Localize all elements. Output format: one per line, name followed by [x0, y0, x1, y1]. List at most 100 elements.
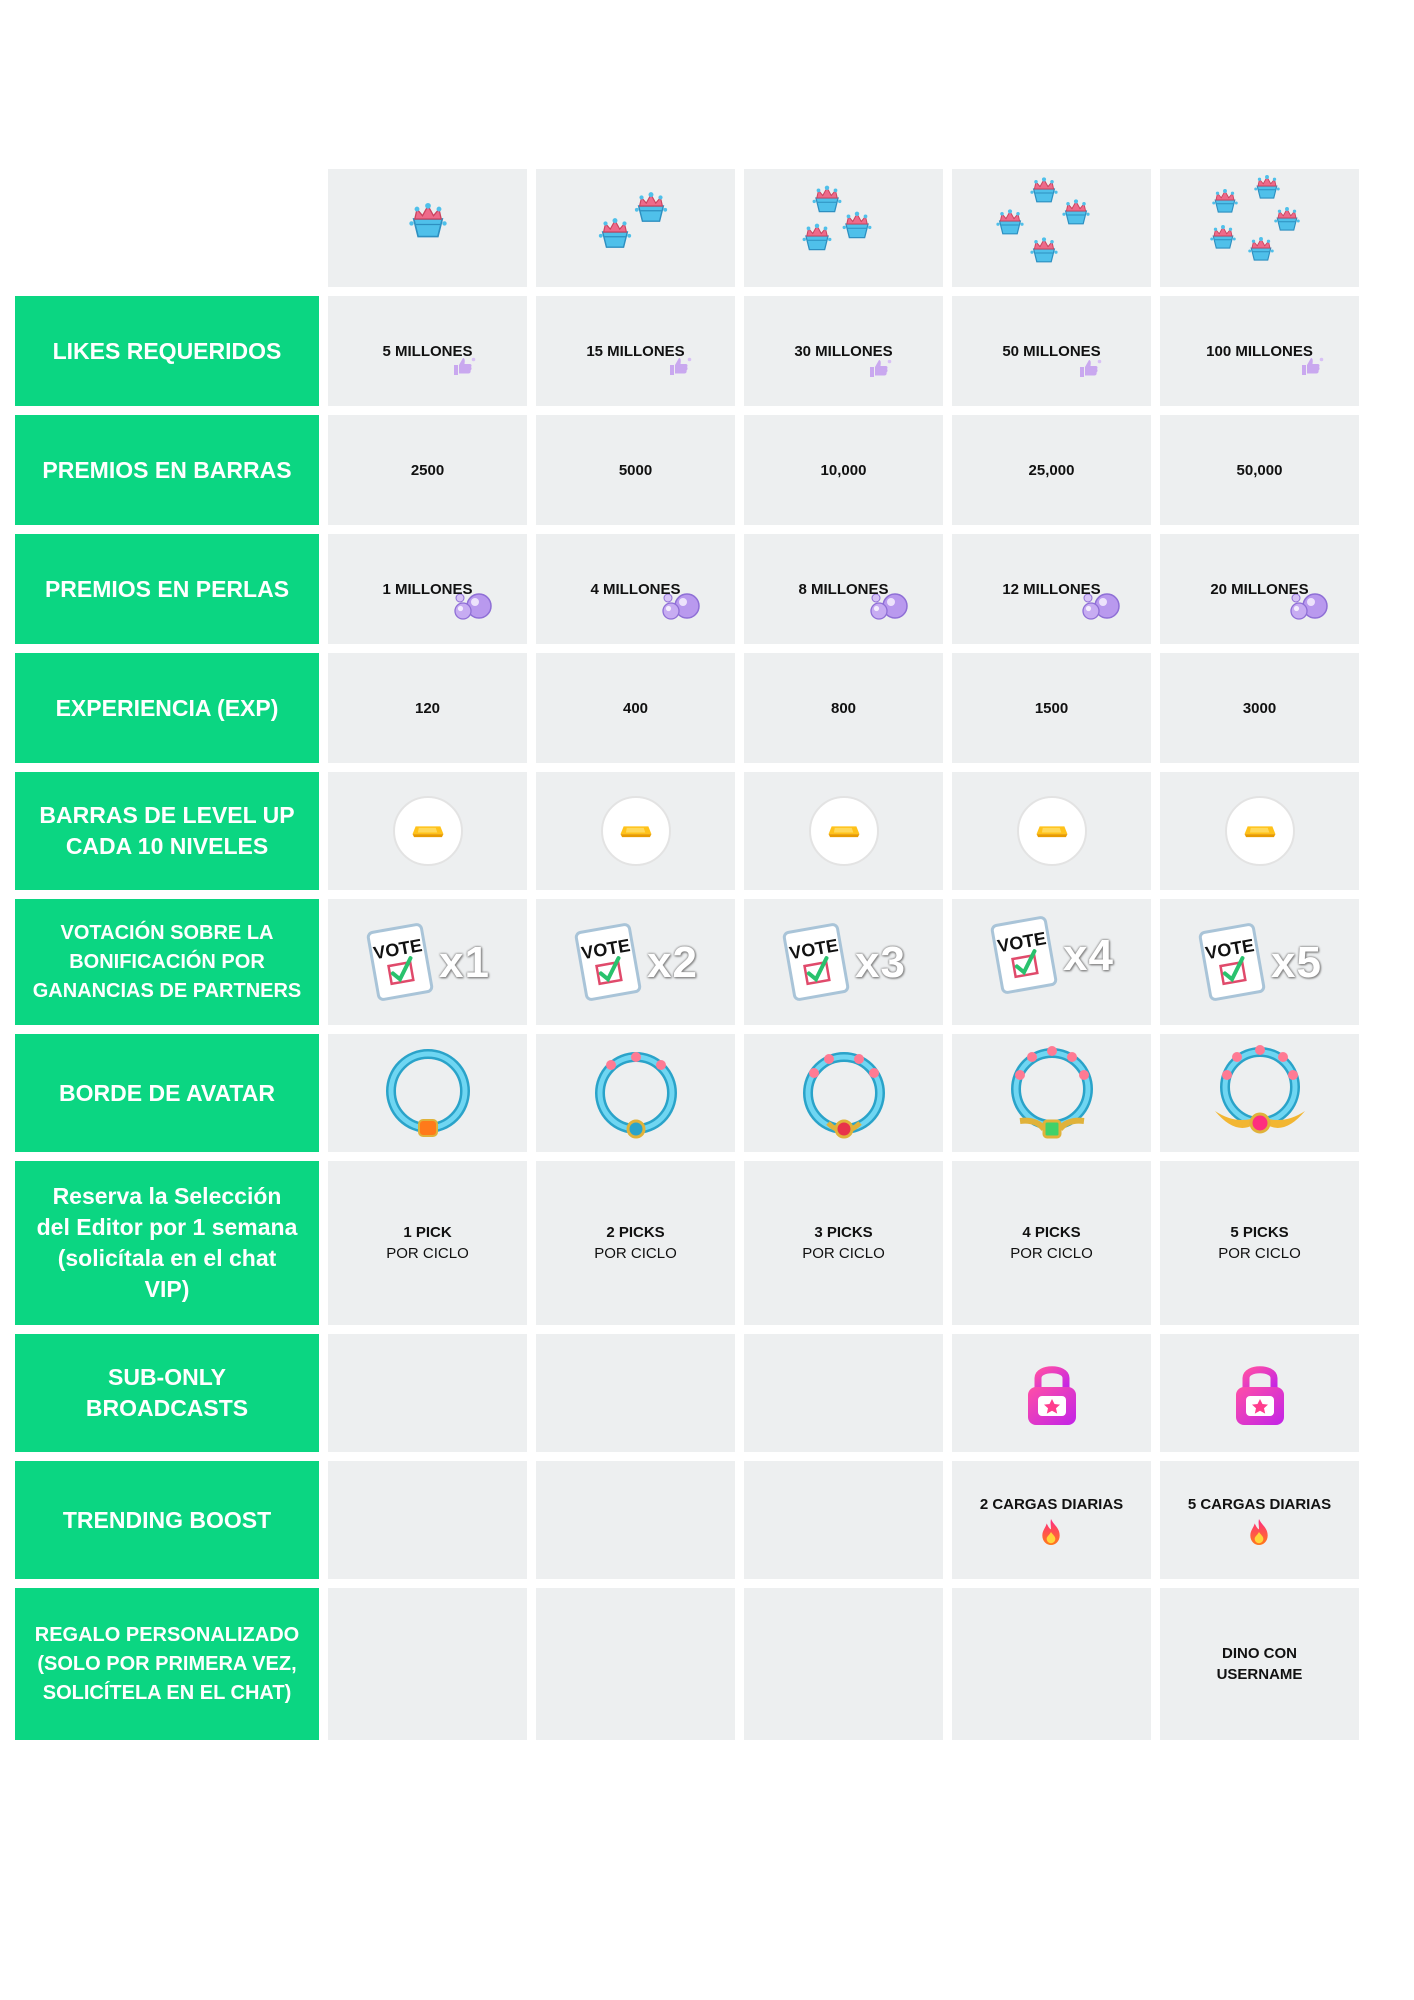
gold-bar-icon — [827, 823, 861, 839]
tier-1-header — [328, 169, 527, 287]
editor-cell-5: 5 PICKS POR CICLO — [1160, 1161, 1359, 1325]
label-editor-selection: Reserva la Selección del Editor por 1 se… — [15, 1161, 319, 1325]
subonly-cell-4 — [952, 1334, 1151, 1452]
vote-cell-1: x1 — [328, 899, 527, 1025]
tier-3-header — [744, 169, 943, 287]
gold-bar-badge — [1016, 796, 1087, 866]
levelup-cell-2 — [536, 772, 735, 890]
tier-4-header — [952, 169, 1151, 287]
bars-cell-4: 25,000 — [952, 415, 1151, 525]
avatar-frame-icon — [1010, 1046, 1093, 1139]
likes-cell-5: 100 MILLONES — [1160, 296, 1359, 406]
avatar-frame-icon — [385, 1049, 470, 1137]
exp-cell-1: 120 — [328, 653, 527, 763]
vote-card-icon — [989, 915, 1059, 995]
avatar-cell-5 — [1160, 1034, 1359, 1152]
editor-cell-1: 1 PICK POR CICLO — [328, 1161, 527, 1325]
exp-cell-5: 3000 — [1160, 653, 1359, 763]
gold-bar-icon — [411, 823, 445, 839]
lock-icon — [1022, 1359, 1082, 1427]
avatar-cell-1 — [328, 1034, 527, 1152]
gold-bar-badge — [392, 796, 463, 866]
exp-cell-2: 400 — [536, 653, 735, 763]
label-experience: EXPERIENCIA (EXP) — [15, 653, 319, 763]
trending-cell-1 — [328, 1461, 527, 1579]
corner-blank — [15, 169, 319, 287]
tier-5-header — [1160, 169, 1359, 287]
gold-bar-icon — [619, 823, 653, 839]
crown-basket-icon — [995, 176, 1091, 263]
avatar-frame-icon — [802, 1052, 885, 1139]
subonly-cell-2 — [536, 1334, 735, 1452]
gift-cell-5: DINO CON USERNAME — [1160, 1588, 1359, 1740]
subonly-cell-5 — [1160, 1334, 1359, 1452]
editor-cell-3: 3 PICKS POR CICLO — [744, 1161, 943, 1325]
crown-basket-icon — [801, 184, 873, 251]
trending-cell-2 — [536, 1461, 735, 1579]
vote-card-icon — [573, 922, 643, 1002]
subonly-cell-1 — [328, 1334, 527, 1452]
exp-cell-3: 800 — [744, 653, 943, 763]
crown-basket-icon — [1209, 174, 1301, 261]
likes-cell-1: 5 MILLONES — [328, 296, 527, 406]
levelup-cell-3 — [744, 772, 943, 890]
pearls-cell-1: 1 MILLONES — [328, 534, 527, 644]
editor-cell-2: 2 PICKS POR CICLO — [536, 1161, 735, 1325]
vote-cell-3: x3 — [744, 899, 943, 1025]
likes-cell-4: 50 MILLONES — [952, 296, 1151, 406]
bars-cell-2: 5000 — [536, 415, 735, 525]
levelup-cell-5 — [1160, 772, 1359, 890]
bars-cell-5: 50,000 — [1160, 415, 1359, 525]
label-avatar-border: BORDE DE AVATAR — [15, 1034, 319, 1152]
editor-cell-4: 4 PICKS POR CICLO — [952, 1161, 1151, 1325]
label-sub-only-broadcasts: SUB-ONLY BROADCASTS — [15, 1334, 319, 1452]
vote-cell-4: x4 — [952, 899, 1151, 1025]
gift-cell-1 — [328, 1588, 527, 1740]
label-bar-prizes: PREMIOS EN BARRAS — [15, 415, 319, 525]
avatar-frame-icon — [594, 1052, 677, 1139]
crown-basket-icon — [598, 191, 668, 248]
label-levelup-bars: BARRAS DE LEVEL UP CADA 10 NIVELES — [15, 772, 319, 890]
tier-2-header — [536, 169, 735, 287]
avatar-cell-2 — [536, 1034, 735, 1152]
fire-icon — [1246, 1517, 1272, 1547]
gold-bar-icon — [1243, 823, 1277, 839]
pearls-cell-5: 20 MILLONES — [1160, 534, 1359, 644]
gold-bar-icon — [1035, 823, 1069, 839]
subonly-cell-3 — [744, 1334, 943, 1452]
gold-bar-badge — [600, 796, 671, 866]
label-pearl-prizes: PREMIOS EN PERLAS — [15, 534, 319, 644]
gift-cell-3 — [744, 1588, 943, 1740]
trending-cell-5: 5 CARGAS DIARIAS — [1160, 1461, 1359, 1579]
label-trending-boost: TRENDING BOOST — [15, 1461, 319, 1579]
levelup-cell-4 — [952, 772, 1151, 890]
tiers-table: LIKES REQUERIDOS 5 MILLONES 15 MILLONES … — [15, 169, 1359, 1740]
likes-cell-3: 30 MILLONES — [744, 296, 943, 406]
bars-cell-3: 10,000 — [744, 415, 943, 525]
vote-card-icon — [781, 922, 851, 1002]
vote-card-icon — [365, 922, 435, 1002]
vote-card-icon — [1197, 922, 1267, 1002]
vote-cell-2: x2 — [536, 899, 735, 1025]
avatar-frame-icon — [1214, 1045, 1305, 1134]
levelup-cell-1 — [328, 772, 527, 890]
trending-cell-3 — [744, 1461, 943, 1579]
likes-cell-2: 15 MILLONES — [536, 296, 735, 406]
label-partner-bonus-vote: VOTACIÓN SOBRE LA BONIFICACIÓN POR GANAN… — [15, 899, 319, 1025]
pearls-cell-2: 4 MILLONES — [536, 534, 735, 644]
gift-cell-4 — [952, 1588, 1151, 1740]
pearls-cell-3: 8 MILLONES — [744, 534, 943, 644]
bars-cell-1: 2500 — [328, 415, 527, 525]
avatar-cell-3 — [744, 1034, 943, 1152]
trending-cell-4: 2 CARGAS DIARIAS — [952, 1461, 1151, 1579]
vote-cell-5: x5 — [1160, 899, 1359, 1025]
gift-cell-2 — [536, 1588, 735, 1740]
lock-icon — [1230, 1359, 1290, 1427]
gold-bar-badge — [808, 796, 879, 866]
label-likes-required: LIKES REQUERIDOS — [15, 296, 319, 406]
exp-cell-4: 1500 — [952, 653, 1151, 763]
crown-basket-icon — [408, 202, 448, 238]
label-custom-gift: REGALO PERSONALIZADO (SOLO POR PRIMERA V… — [15, 1588, 319, 1740]
avatar-cell-4 — [952, 1034, 1151, 1152]
gold-bar-badge — [1224, 796, 1295, 866]
